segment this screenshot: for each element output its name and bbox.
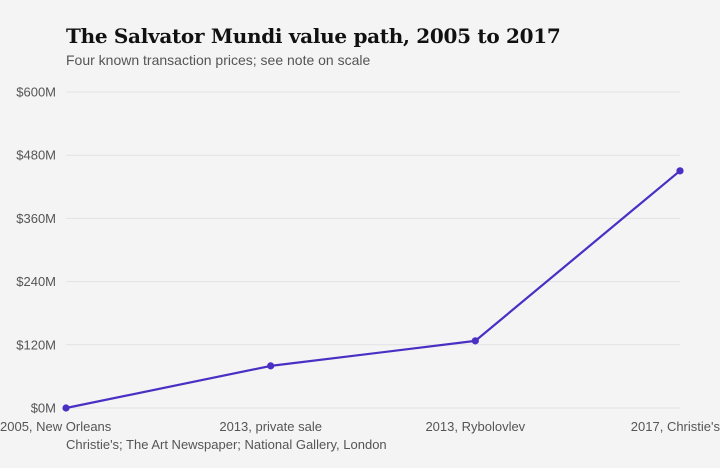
gridlines: [66, 91, 680, 409]
data-point[interactable]: [471, 337, 479, 345]
x-tick-label: 2013, Rybolovlev: [425, 419, 525, 434]
chart-subtitle: Four known transaction prices; see note …: [66, 52, 371, 68]
data-point[interactable]: [62, 404, 70, 412]
y-axis-tick-labels: $0M $120M $240M $360M $480M $600M: [16, 85, 56, 416]
data-point[interactable]: [676, 167, 684, 175]
y-tick-label: $240M: [16, 274, 56, 289]
y-tick-label: $360M: [16, 211, 56, 226]
x-tick-label: 2005, New Orleans: [0, 419, 112, 434]
x-axis-tick-labels: 2005, New Orleans 2013, private sale 2013,…: [0, 419, 720, 434]
chart-title: The Salvator Mundi value path, 2005 to 2…: [66, 24, 561, 48]
y-tick-label: $600M: [16, 85, 56, 100]
x-tick-label: 2017, Christie's: [631, 419, 720, 434]
y-tick-label: $120M: [16, 337, 56, 352]
data-point[interactable]: [267, 362, 275, 370]
data-series: [62, 167, 684, 412]
x-tick-label: 2013, private sale: [219, 419, 322, 434]
y-tick-label: $480M: [16, 148, 56, 163]
series-line: [64, 169, 682, 410]
y-tick-label: $0M: [31, 401, 56, 416]
source-note: Christie's; The Art Newspaper; National …: [66, 437, 387, 452]
